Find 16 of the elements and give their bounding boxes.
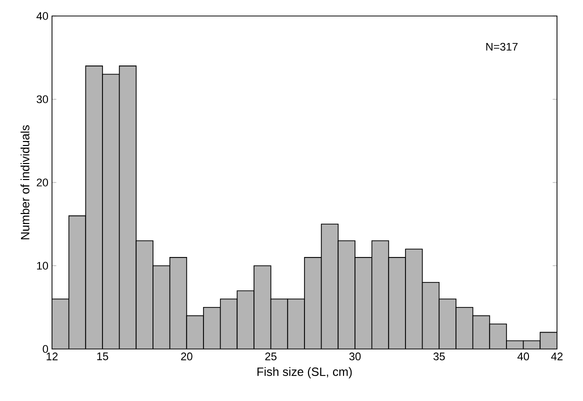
x-tick-label: 12	[46, 352, 58, 360]
x-tick-label: 40	[517, 352, 530, 360]
x-tick-label: 25	[265, 352, 276, 360]
x-tick-label: 42	[551, 352, 563, 360]
y-tick-label: 10	[37, 262, 48, 270]
y-tick-label: 0	[42, 345, 48, 353]
y-axis-title: Number of individuals	[20, 125, 30, 240]
x-tick-label: 20	[181, 352, 192, 360]
annotation: N=317	[486, 42, 518, 51]
y-tick-label: 40	[36, 12, 48, 20]
y-tick-label: 20	[36, 178, 48, 186]
x-tick-label: 15	[97, 352, 108, 360]
x-tick-label: 30	[349, 352, 361, 360]
y-tick-label: 30	[36, 95, 48, 104]
x-axis-title: Fish size (SL, cm)	[257, 367, 352, 378]
x-tick-label: 35	[433, 352, 445, 360]
